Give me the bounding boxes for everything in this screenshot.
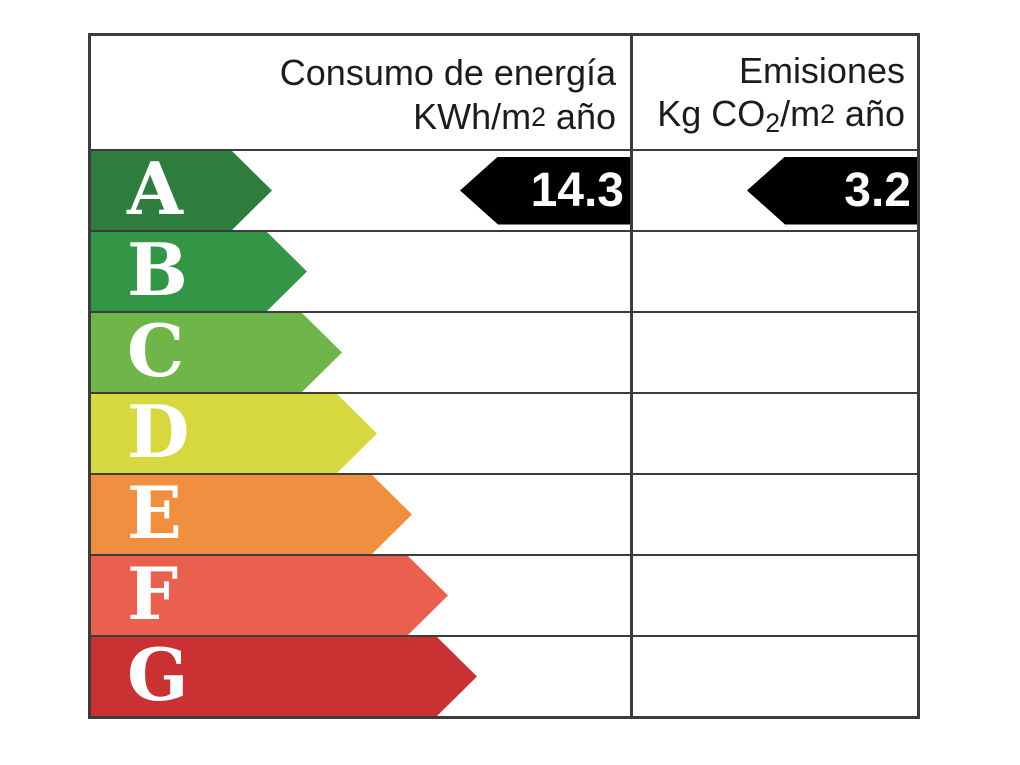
rating-letter-e: E <box>127 469 182 555</box>
rating-row-e: E <box>91 473 917 554</box>
m2-superscript: 2 <box>531 101 546 132</box>
rating-letter-a: A <box>127 145 183 231</box>
emisiones-cell-d <box>630 394 917 473</box>
rating-letter-c: C <box>127 307 185 393</box>
rating-letter-b: B <box>127 226 188 312</box>
consumo-cell-g: G <box>91 637 630 716</box>
consumo-cell-f: F <box>91 556 630 635</box>
header-emisiones-line2: Kg CO2/m2 año <box>657 93 905 139</box>
emisiones-cell-b <box>630 232 917 311</box>
emissions-value: 3.2 <box>844 164 911 217</box>
header-emisiones: Emisiones Kg CO2/m2 año <box>630 36 917 149</box>
emisiones-cell-g <box>630 637 917 716</box>
rating-arrow-g: G <box>91 637 477 716</box>
rating-arrow-a: A <box>91 151 272 230</box>
rating-arrow-d: D <box>91 394 377 473</box>
rating-arrow-b: B <box>91 232 307 311</box>
emisiones-cell-c <box>630 313 917 392</box>
rating-arrow-e: E <box>91 475 412 554</box>
consumo-cell-b: B <box>91 232 630 311</box>
rating-arrow-f: F <box>91 556 448 635</box>
m2-superscript: 2 <box>820 98 835 129</box>
header-emisiones-line1: Emisiones <box>738 49 905 91</box>
rating-row-f: F <box>91 554 917 635</box>
emisiones-cell-f <box>630 556 917 635</box>
header-consumo-line2: KWh/m2 año <box>413 95 616 137</box>
emisiones-cell-a: 3.2 <box>630 151 917 230</box>
rating-arrow-c: C <box>91 313 342 392</box>
rating-row-g: G <box>91 635 917 716</box>
emisiones-cell-e <box>630 475 917 554</box>
rating-row-d: D <box>91 392 917 473</box>
rating-row-a: A 14.3 3.2 <box>91 149 917 230</box>
header-consumo-line1: Consumo de energía <box>279 52 616 94</box>
emissions-value-arrow: 3.2 <box>747 156 917 225</box>
header-consumo: Consumo de energía KWh/m2 año <box>91 36 630 149</box>
co2-subscript: 2 <box>765 108 781 139</box>
consumption-value: 14.3 <box>530 164 624 217</box>
rating-letter-g: G <box>127 631 189 717</box>
rating-letter-d: D <box>127 388 190 474</box>
consumo-cell-c: C <box>91 313 630 392</box>
consumption-value-arrow: 14.3 <box>460 156 630 225</box>
consumo-cell-a: A 14.3 <box>91 151 630 230</box>
consumo-cell-d: D <box>91 394 630 473</box>
table-header: Consumo de energía KWh/m2 año Emisiones … <box>91 36 917 149</box>
consumo-cell-e: E <box>91 475 630 554</box>
rating-letter-f: F <box>127 550 179 636</box>
rating-row-b: B <box>91 230 917 311</box>
energy-label-table: Consumo de energía KWh/m2 año Emisiones … <box>88 33 920 719</box>
rating-row-c: C <box>91 311 917 392</box>
